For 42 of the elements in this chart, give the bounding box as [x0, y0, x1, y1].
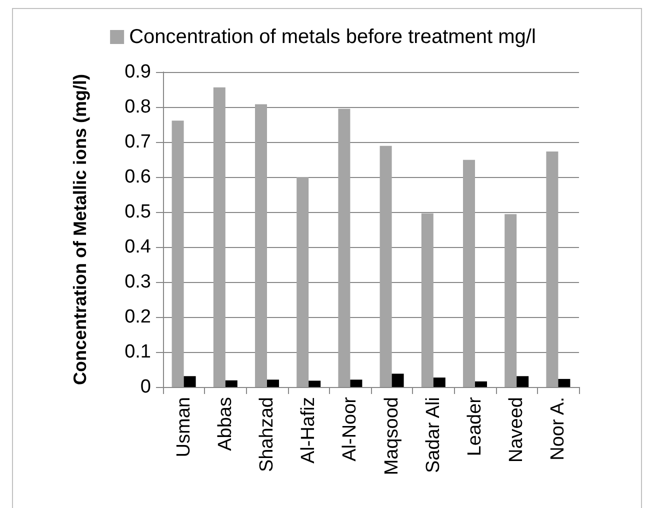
- y-tick-label: 0.9: [124, 62, 151, 82]
- bar: [433, 378, 446, 387]
- x-tick-label: Usman: [173, 397, 194, 458]
- bar: [463, 160, 475, 387]
- x-tick-label: Al-Noor: [340, 396, 361, 462]
- bar: [421, 213, 434, 387]
- bar: [546, 151, 558, 387]
- x-tick-label: Abbas: [214, 397, 236, 451]
- bar: [308, 380, 321, 387]
- bar: [255, 104, 267, 387]
- x-tick-label: Maqsood: [381, 397, 402, 476]
- bar: [558, 378, 570, 387]
- bar: [296, 177, 309, 387]
- y-tick-label: 0.5: [124, 202, 151, 222]
- y-tick-label: 0.3: [124, 272, 151, 292]
- bar: [225, 380, 238, 387]
- y-tick-label: 0.8: [124, 96, 151, 118]
- bar: [475, 381, 487, 387]
- bar: [213, 87, 226, 387]
- x-tick-label: Al-Hafiz: [298, 397, 320, 464]
- x-tick-label: Shahzad: [256, 397, 278, 472]
- bar: [338, 108, 350, 387]
- x-tick-label: Sadar Ali: [422, 397, 444, 474]
- y-tick-label: 0.6: [124, 166, 151, 188]
- x-tick-label: Leader: [464, 396, 486, 456]
- bar: [267, 380, 279, 387]
- bar: [516, 376, 529, 387]
- bar: [184, 376, 196, 387]
- bar: [350, 380, 362, 387]
- y-tick-label: 0: [140, 376, 151, 398]
- legend-label: Concentration of metals before treatment mg/l: [129, 26, 536, 48]
- bar: [172, 120, 184, 387]
- bar: [380, 146, 392, 387]
- bar: [392, 374, 404, 387]
- y-tick-label: 0.4: [124, 236, 152, 258]
- x-tick-label: Noor A.: [548, 397, 569, 460]
- bar: [504, 214, 517, 387]
- y-tick-label: 0.1: [124, 342, 151, 362]
- y-axis-title: Concentration of Metallic ions (mg/l): [70, 74, 90, 386]
- y-tick-label: 0.2: [124, 306, 151, 328]
- y-tick-label: 0.7: [124, 132, 151, 152]
- x-tick-label: Naveed: [506, 397, 528, 462]
